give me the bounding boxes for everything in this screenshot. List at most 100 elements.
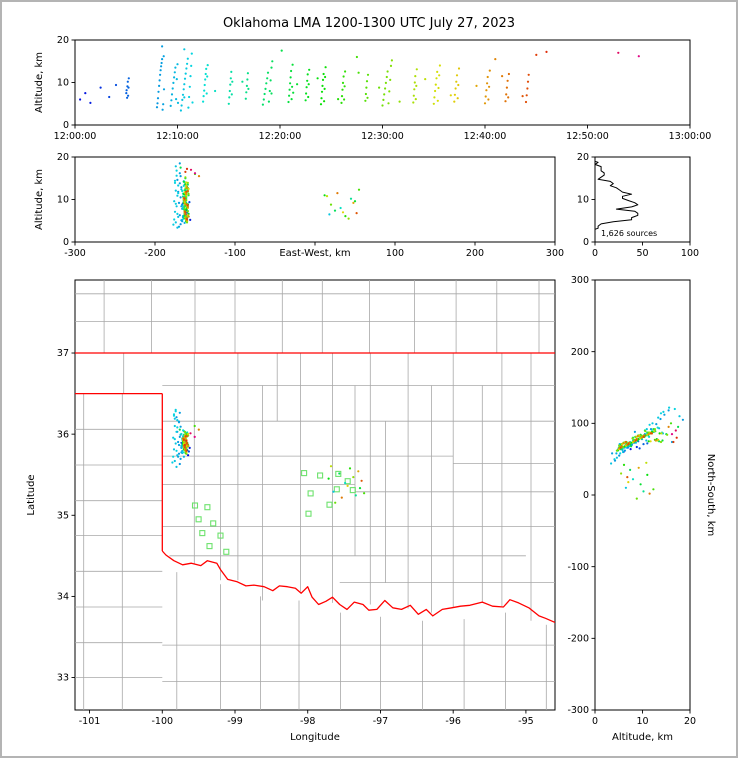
source-point [364,92,367,96]
source-point [656,426,659,429]
source-point [658,432,661,435]
source-point [634,439,638,442]
source-point [414,75,417,78]
source-point [651,422,654,425]
source-point [182,88,185,91]
source-point [185,181,188,184]
source-point [292,91,295,94]
x-tick-label: -300 [64,248,86,259]
source-point [183,201,186,204]
source-point [180,441,183,444]
source-point [178,214,181,217]
source-point [177,440,180,444]
map-panel: -101 -100 -99 -98 -97 -96 -95 33 34 35 36 37 [57,279,556,727]
source-point [180,446,183,449]
lma-station-marker [206,543,213,550]
source-point [179,175,182,178]
source-point [627,443,630,446]
source-point [505,93,508,96]
source-point [185,192,188,196]
source-point [486,75,489,79]
source-point [187,106,190,109]
source-point [320,90,324,93]
lma-station-marker [305,510,312,517]
map-layers [75,280,555,710]
source-point [613,458,616,461]
source-point [415,68,418,71]
source-point [333,209,337,212]
source-point [173,459,176,463]
source-point [176,454,179,457]
source-point [173,210,177,213]
ew-height-xlabel: East-West, km [279,248,350,259]
source-point [181,93,185,96]
source-point [230,70,233,73]
source-point [646,473,649,476]
source-point [524,100,528,104]
source-point [383,93,386,96]
source-point [321,84,324,87]
source-point [229,83,232,86]
y-tick-label: 35 [57,510,69,521]
y-tick-label: -200 [567,634,589,645]
source-point [366,96,369,99]
source-point [193,172,197,175]
source-point [241,80,244,83]
x-tick-label: -100 [224,248,246,259]
source-point [178,462,181,466]
source-point [271,60,274,63]
source-point [177,184,180,187]
source-point [181,215,185,218]
source-point [261,103,264,106]
y-tick-label: 20 [57,152,69,163]
source-point [618,444,621,447]
y-tick-label: 100 [571,419,589,430]
source-point [340,101,343,104]
altitude-histogram-panel: 0 50 100 0 10 20 [577,152,699,259]
source-point [156,97,160,100]
source-point [325,195,329,198]
x-tick-label: 12:00:00 [54,131,97,142]
y-tick-label: 20 [577,152,589,163]
lma-station-marker [333,486,340,493]
source-point [186,442,189,445]
source-point [178,411,181,414]
source-point [174,410,177,413]
source-point [654,439,657,442]
source-point [185,195,188,198]
source-point [305,86,308,89]
x-tick-label: -99 [227,716,243,727]
source-point [344,70,347,73]
source-point [320,97,323,100]
source-point [171,461,174,464]
source-point [190,64,193,67]
source-point [669,422,673,425]
y-tick-label: 37 [57,348,69,359]
source-point [270,92,273,95]
source-point [89,101,92,104]
source-point [175,205,178,208]
source-point [245,91,248,94]
source-point [186,57,189,60]
source-point [329,465,333,468]
ew-height-panel: -300 -200 -100 100 200 300 0 10 20 [57,152,564,259]
x-tick-label: -101 [79,716,101,727]
source-point [173,424,176,428]
source-point [170,99,173,102]
source-point [412,101,415,104]
source-point [177,225,181,228]
source-point [506,79,509,82]
source-point [173,218,176,221]
x-tick-label: -200 [144,248,166,259]
ns-height-panel: 0 10 20 300 200 100 0 -100 -200 -300 [567,275,696,727]
source-point [629,448,632,451]
source-point [389,64,393,67]
source-point [185,167,189,170]
lma-station-marker [210,520,217,527]
x-tick-label: 0 [592,716,598,727]
source-point [332,490,335,493]
ew-height-ylabel: Altitude, km [34,169,45,230]
source-point [178,162,181,165]
source-point [185,190,188,193]
source-point [357,188,361,191]
